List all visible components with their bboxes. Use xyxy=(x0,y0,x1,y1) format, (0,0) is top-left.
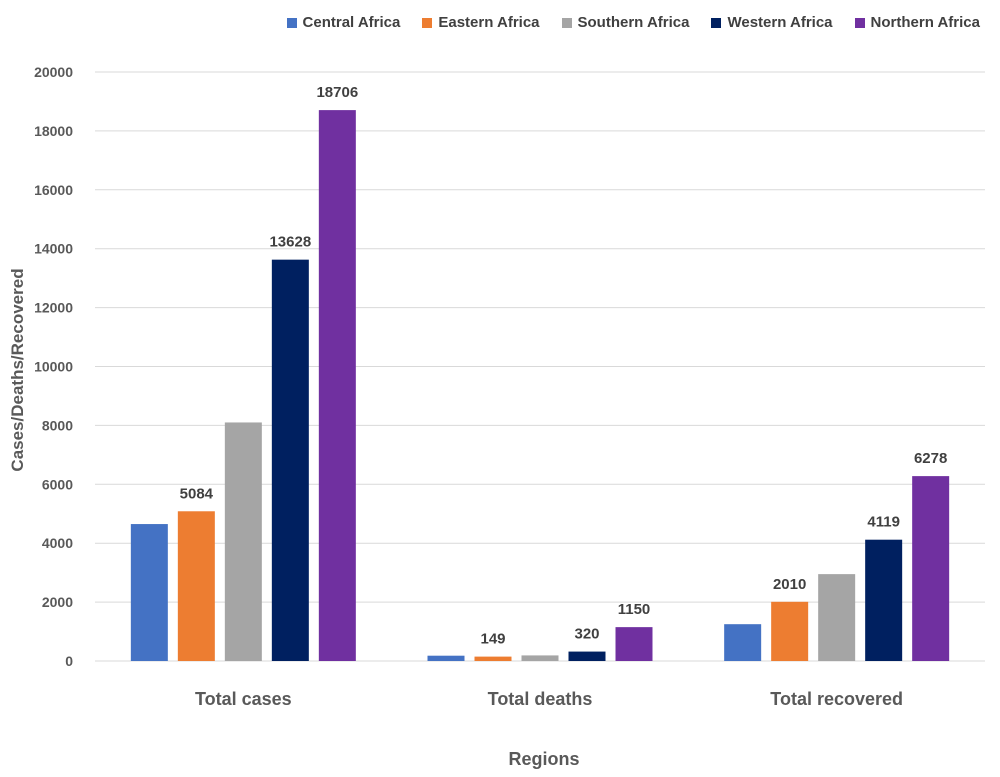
legend-swatch-western-africa xyxy=(711,17,722,28)
y-tick-label: 14000 xyxy=(34,241,73,257)
data-label: 5084 xyxy=(180,485,214,502)
y-tick-label: 20000 xyxy=(34,64,73,80)
x-axis-label: Regions xyxy=(508,749,579,769)
legend-item-southern-africa: Southern Africa xyxy=(561,14,690,31)
y-tick-label: 18000 xyxy=(34,123,73,139)
bar xyxy=(271,259,309,661)
legend-label-northern-africa: Northern Africa xyxy=(870,14,980,31)
bar xyxy=(224,422,262,661)
legend-swatch-northern-africa xyxy=(854,17,865,28)
bar xyxy=(865,539,903,661)
bar xyxy=(615,627,653,661)
x-tick-label: Total cases xyxy=(195,689,292,709)
y-tick-label: 12000 xyxy=(34,300,73,316)
legend-item-central-africa: Central Africa xyxy=(286,14,401,31)
data-label: 6278 xyxy=(914,450,947,467)
y-tick-label: 4000 xyxy=(42,535,73,551)
y-axis-label: Cases/Deaths/Recovered xyxy=(8,268,27,471)
y-tick-label: 6000 xyxy=(42,476,73,492)
bar xyxy=(771,601,809,661)
bar xyxy=(568,651,606,661)
x-tick-labels: Total cases Total deaths Total recovered xyxy=(195,689,903,709)
y-tick-label: 10000 xyxy=(34,359,73,375)
x-tick-label: Total deaths xyxy=(488,689,593,709)
y-tick-label: 8000 xyxy=(42,417,73,433)
y-tick-label: 0 xyxy=(65,653,73,669)
bar xyxy=(724,624,762,661)
bar xyxy=(177,511,215,661)
legend-item-western-africa: Western Africa xyxy=(711,14,833,31)
bar xyxy=(130,524,168,661)
bar xyxy=(427,655,465,661)
bar xyxy=(474,656,512,661)
legend-swatch-southern-africa xyxy=(561,17,572,28)
legend: Central Africa Eastern Africa Southern A… xyxy=(286,14,980,31)
bar xyxy=(912,476,950,661)
data-label: 149 xyxy=(480,631,505,648)
y-tick-label: 16000 xyxy=(34,182,73,198)
data-labels: 5084 13628 18706 149 320 1150 2010 4119 6278 xyxy=(180,84,948,648)
legend-item-northern-africa: Northern Africa xyxy=(854,14,980,31)
bar xyxy=(521,655,559,661)
data-label: 18706 xyxy=(316,84,358,101)
data-label: 4119 xyxy=(867,514,900,531)
legend-swatch-central-africa xyxy=(286,17,297,28)
data-label: 320 xyxy=(574,626,599,643)
y-tick-label: 2000 xyxy=(42,594,73,610)
bar xyxy=(818,574,856,661)
legend-label-eastern-africa: Eastern Africa xyxy=(438,14,540,31)
bar xyxy=(318,110,356,662)
x-tick-label: Total recovered xyxy=(770,689,903,709)
legend-item-eastern-africa: Eastern Africa xyxy=(422,14,540,31)
legend-label-western-africa: Western Africa xyxy=(727,14,833,31)
data-label: 1150 xyxy=(618,601,651,618)
y-tick-labels: 0 2000 4000 6000 8000 10000 12000 14000 16000 180… xyxy=(34,64,73,669)
legend-label-southern-africa: Southern Africa xyxy=(577,14,690,31)
data-label: 13628 xyxy=(269,234,311,251)
bars xyxy=(130,110,950,662)
legend-label-central-africa: Central Africa xyxy=(302,14,401,31)
legend-swatch-eastern-africa xyxy=(422,17,433,28)
data-label: 2010 xyxy=(773,576,806,593)
